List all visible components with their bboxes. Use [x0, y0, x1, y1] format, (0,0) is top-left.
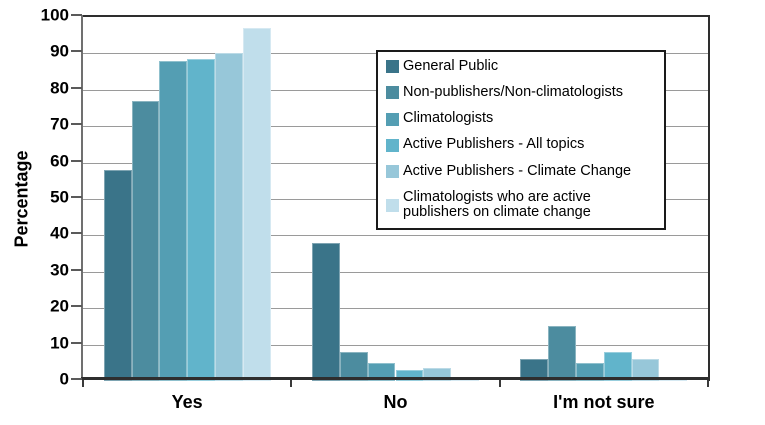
- y-axis-tick-90: [71, 50, 82, 53]
- bar-yes-series-1: [131, 100, 160, 381]
- legend-label: Active Publishers - All topics: [403, 136, 585, 153]
- x-axis-tick-0: [82, 380, 84, 387]
- gridline-30: [83, 271, 708, 273]
- y-tick-label-40: 40: [50, 223, 69, 243]
- bar-i-m-not-sure-series-1: [548, 326, 577, 381]
- y-axis-tick-60: [71, 159, 82, 162]
- y-tick-label-100: 100: [40, 5, 69, 25]
- x-axis-tick-2: [498, 380, 501, 387]
- bar-i-m-not-sure-series-2: [576, 362, 604, 381]
- y-axis-tick-30: [71, 268, 82, 271]
- x-category-label-0: Yes: [171, 392, 203, 412]
- y-tick-label-60: 60: [50, 151, 69, 171]
- legend-label: Climatologists who are active publishers…: [403, 188, 591, 221]
- x-category-label-2: I'm not sure: [553, 392, 655, 412]
- y-axis-tick-10: [71, 341, 82, 344]
- legend-swatch-icon: [386, 86, 399, 100]
- y-tick-label-20: 20: [50, 296, 69, 316]
- y-axis-line: [81, 15, 83, 380]
- legend-swatch-icon: [386, 112, 399, 126]
- y-tick-label-10: 10: [50, 333, 69, 353]
- bar-no-series-3: [395, 370, 424, 381]
- bar-i-m-not-sure-series-4: [631, 359, 660, 381]
- legend-swatch-icon: [386, 198, 399, 212]
- y-tick-label-80: 80: [50, 78, 69, 98]
- legend-swatch-icon: [386, 138, 399, 152]
- bar-yes-series-4: [214, 53, 243, 381]
- bar-no-series-1: [339, 351, 368, 381]
- y-tick-label-90: 90: [50, 41, 69, 61]
- bar-yes-series-3: [187, 58, 215, 381]
- legend-item-0: General Public: [386, 58, 656, 75]
- gridline-20: [83, 308, 708, 310]
- y-tick-label-70: 70: [50, 114, 69, 134]
- bar-i-m-not-sure-series-0: [520, 359, 549, 381]
- gridline-40: [83, 235, 708, 237]
- legend-item-3: Active Publishers - All topics: [386, 137, 656, 153]
- legend-label: Non-publishers/Non-climatologists: [403, 84, 624, 101]
- bar-yes-series-5: [242, 27, 271, 381]
- y-axis-tick-50: [71, 196, 82, 198]
- y-tick-label-30: 30: [50, 260, 69, 280]
- legend-label: Active Publishers - Climate Change: [403, 162, 632, 179]
- bar-yes-series-0: [103, 169, 132, 381]
- bar-i-m-not-sure-series-3: [603, 351, 632, 381]
- bar-no-series-0: [312, 242, 340, 381]
- y-tick-label-0: 0: [59, 369, 69, 389]
- legend-label: General Public: [403, 58, 499, 74]
- y-axis-tick-70: [71, 123, 82, 126]
- legend-label: Climatologists: [403, 110, 494, 127]
- y-axis-tick-0: [71, 378, 82, 380]
- x-axis-line: [81, 377, 710, 380]
- y-axis-tick-40: [71, 232, 82, 235]
- gridline-10: [83, 344, 708, 346]
- bar-yes-series-2: [159, 60, 188, 381]
- legend-swatch-icon: [386, 164, 399, 178]
- legend-item-1: Non-publishers/Non-climatologists: [386, 84, 656, 101]
- legend-item-4: Active Publishers - Climate Change: [386, 162, 656, 180]
- bar-no-series-2: [367, 362, 396, 381]
- y-tick-label-50: 50: [50, 187, 69, 207]
- legend-item-5: Climatologists who are active publishers…: [386, 188, 656, 221]
- legend-swatch-icon: [386, 60, 399, 74]
- y-axis-tick-80: [71, 86, 82, 89]
- legend-item-2: Climatologists: [386, 111, 656, 127]
- legend: General Public Non-publishers/Non-climato…: [376, 50, 666, 230]
- y-axis-tick-20: [71, 305, 82, 308]
- x-axis-tick-1: [290, 380, 293, 387]
- x-category-label-1: No: [383, 392, 408, 412]
- y-axis-tick-100: [71, 14, 82, 16]
- x-axis-tick-3: [707, 380, 709, 387]
